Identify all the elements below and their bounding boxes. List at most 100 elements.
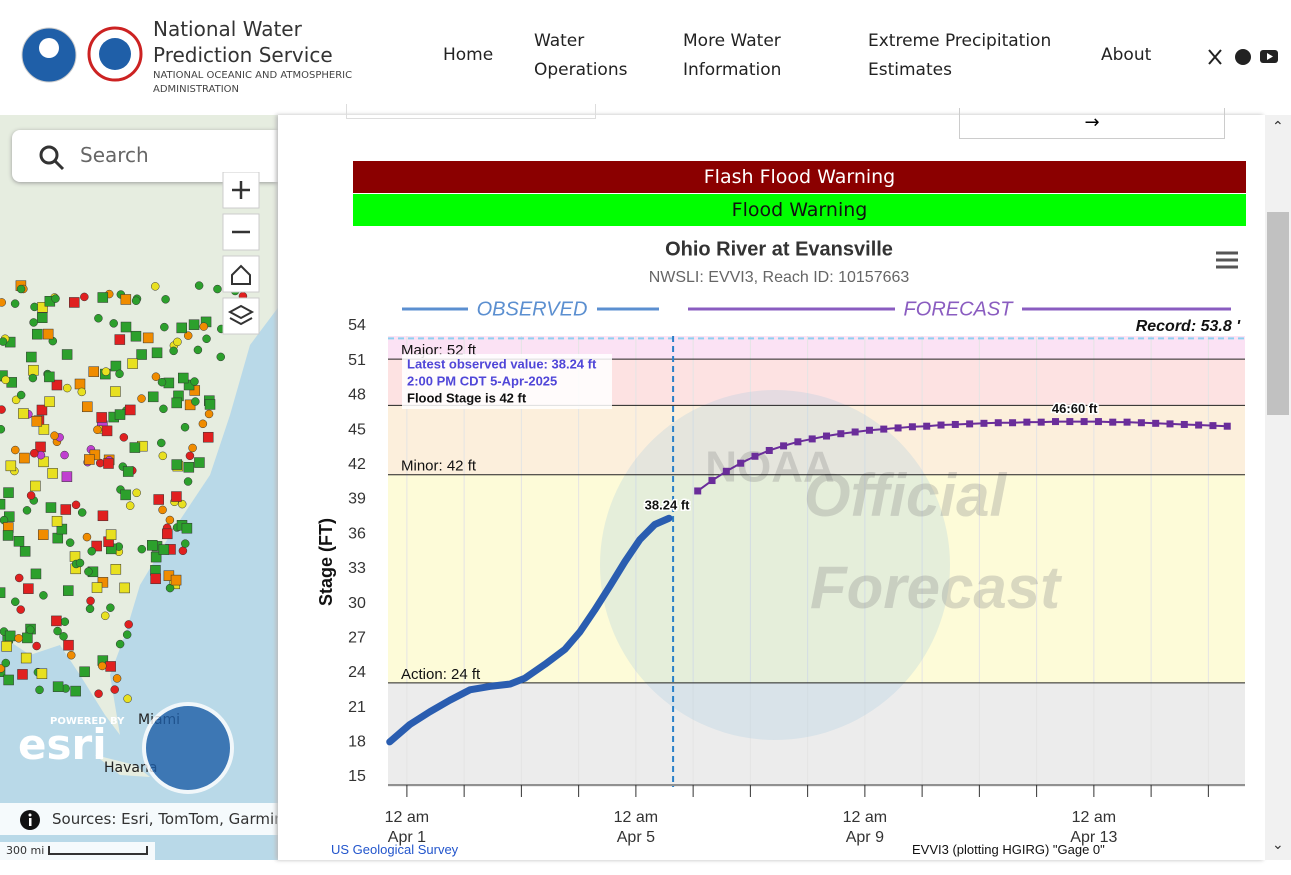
scroll-thumb[interactable]	[1267, 212, 1289, 415]
map-gauge	[110, 564, 122, 575]
scroll-up[interactable]: ⌃	[1272, 119, 1284, 135]
forecast-point	[823, 432, 831, 440]
map-gauge	[61, 349, 73, 360]
credit-text: EVVI3 (plotting HGIRG) "Gage 0"	[912, 842, 1105, 857]
map-gauge	[169, 346, 178, 356]
forecast-point	[980, 419, 988, 427]
credit-link[interactable]: US Geological Survey	[331, 842, 459, 857]
forecast-point	[1152, 419, 1160, 427]
map-gauge	[160, 322, 169, 332]
map-gauge	[136, 349, 147, 360]
forecast-point	[1094, 418, 1102, 426]
map-gauge	[153, 494, 164, 505]
forecast-point	[1180, 420, 1188, 428]
map-gauge	[123, 694, 132, 703]
map-controls[interactable]	[222, 172, 260, 337]
map-gauge	[32, 641, 41, 651]
forecast-point	[1223, 422, 1231, 430]
map-gauge	[188, 319, 200, 330]
y-tick-label: 33	[348, 560, 366, 577]
y-axis-label: Stage (FT)	[316, 518, 336, 606]
watermark-logo	[600, 390, 950, 740]
watermark-text: Official	[804, 462, 1008, 529]
map-gauge	[216, 352, 225, 362]
map-gauge	[0, 498, 6, 510]
map-gauge	[30, 302, 39, 312]
nav-link[interactable]: Home	[443, 45, 494, 65]
input-stub[interactable]	[346, 104, 596, 119]
map-gauge	[3, 674, 14, 686]
map-gauge	[61, 471, 73, 482]
threshold-label: Minor: 42 ft	[401, 458, 477, 475]
map-gauge	[106, 603, 115, 612]
map-gauge	[44, 371, 55, 383]
alert-banner: Flash Flood Warning	[353, 161, 1246, 193]
map-gauge	[183, 477, 193, 486]
forecast-point	[951, 420, 959, 428]
map-gauge	[45, 502, 57, 513]
map-gauge	[80, 292, 89, 302]
forecast-point	[1209, 422, 1217, 430]
forecast-point	[1009, 419, 1017, 427]
map-gauge	[100, 611, 110, 621]
map-gauge	[16, 605, 25, 614]
nav-link[interactable]: About	[1101, 45, 1152, 65]
scrollbar[interactable]: ⌃ ⌄	[1265, 115, 1291, 860]
map-gauge	[52, 681, 64, 692]
map-gauge	[122, 466, 134, 477]
info-icon[interactable]	[19, 809, 41, 831]
forecast-point	[1052, 418, 1060, 426]
map-gauge	[70, 685, 81, 697]
forecast-point	[880, 425, 888, 433]
esri-logo: esri	[18, 720, 107, 769]
map-gauge	[181, 539, 190, 548]
map-gauge	[93, 425, 102, 434]
map-gauge	[1, 658, 11, 668]
map-gauge	[47, 468, 58, 479]
nav-link[interactable]: Water Operations	[534, 31, 628, 80]
map-gauge	[42, 328, 54, 340]
attribution-bar: Sources: Esri, TomTom, Garmin	[0, 803, 280, 835]
map-gauge	[159, 404, 168, 414]
map-gauge	[173, 337, 182, 347]
map-gauge	[178, 546, 188, 556]
map-gauge	[109, 319, 118, 328]
forecast-point	[1123, 418, 1131, 426]
forecast-point	[1137, 419, 1145, 427]
y-tick-label: 48	[348, 387, 366, 404]
map-gauge	[88, 366, 99, 377]
map-gauge	[213, 284, 222, 294]
map-gauge	[165, 583, 175, 593]
scroll-down[interactable]: ⌄	[1272, 837, 1284, 853]
map-gauge	[36, 312, 48, 323]
map-gauge	[0, 298, 6, 307]
map[interactable]: Search Miami Havana POWERED BY esri Sour…	[0, 115, 280, 860]
alert-banner: Flood Warning	[353, 194, 1246, 226]
flood-band	[388, 336, 1245, 360]
tooltip-line: Flood Stage is 42 ft	[407, 390, 527, 405]
map-gauge	[79, 666, 90, 678]
map-gauge	[65, 538, 75, 547]
social-icons[interactable]	[1206, 47, 1286, 67]
map-gauge	[82, 532, 92, 542]
map-gauge	[204, 399, 216, 410]
attribution: Sources: Esri, TomTom, Garmin	[52, 810, 280, 828]
map-gauge	[125, 501, 135, 510]
forecast-point	[994, 419, 1002, 427]
flood-band	[388, 474, 1245, 683]
map-gauge	[150, 551, 162, 563]
map-gauge	[204, 409, 214, 419]
map-gauge	[120, 321, 132, 333]
nav-link[interactable]: More Water Information	[683, 31, 782, 80]
map-gauge	[77, 387, 87, 397]
next-button[interactable]: →	[959, 108, 1225, 139]
map-gauge	[67, 650, 76, 660]
nav-link[interactable]: Extreme Precipitation Estimates	[868, 31, 1052, 80]
map-gauge	[97, 292, 109, 303]
map-gauge	[131, 296, 141, 305]
map-gauge	[22, 632, 33, 644]
map-gauge	[29, 318, 38, 327]
map-gauge	[191, 397, 200, 406]
map-gauge	[38, 424, 50, 435]
